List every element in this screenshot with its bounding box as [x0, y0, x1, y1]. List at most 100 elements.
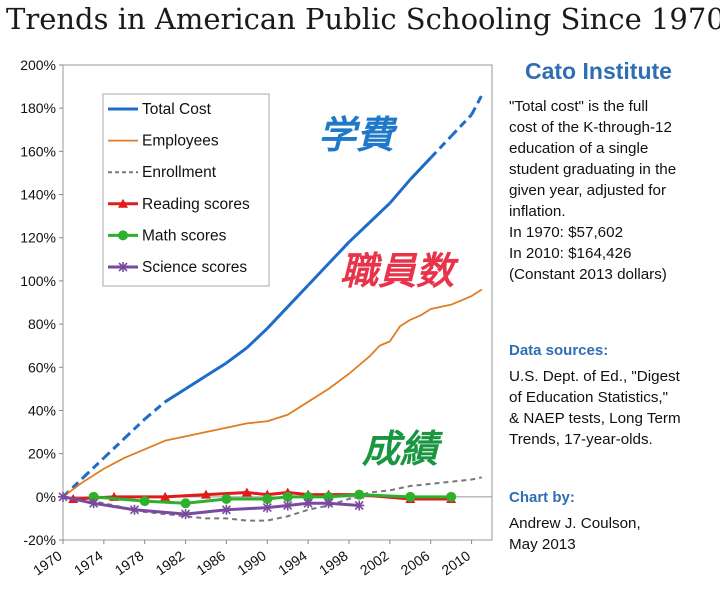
total-cost-series-segment — [450, 113, 473, 138]
science-scores-point — [303, 498, 314, 509]
science-scores-point — [282, 500, 293, 511]
cost-note-line: inflation. — [509, 203, 566, 220]
y-tick-label: 120% — [20, 230, 56, 246]
sources-line: of Education Statistics," — [509, 389, 669, 406]
y-tick-label: 100% — [20, 273, 56, 289]
legend-box — [102, 93, 270, 287]
science-scores-point — [262, 502, 273, 513]
cost-note-line: (Constant 2013 dollars) — [509, 266, 667, 283]
legend-label: Science scores — [142, 259, 247, 276]
cost-note-line: "Total cost" is the full — [509, 98, 649, 115]
x-tick-label: 1978 — [112, 547, 147, 578]
cost-note-line: In 2010: $164,426 — [509, 245, 632, 262]
math-scores-point — [262, 493, 273, 504]
page-title: Trends in American Public Schooling Sinc… — [6, 2, 720, 36]
annotation-cost: 学費 — [318, 113, 395, 157]
legend-label: Total Cost — [142, 101, 212, 118]
sources-line: U.S. Dept. of Ed., "Digest — [509, 368, 680, 385]
math-scores-point — [221, 493, 232, 504]
total-cost-series-segment — [164, 387, 187, 404]
x-tick-label: 1994 — [275, 547, 310, 578]
y-tick-label: 180% — [20, 100, 56, 116]
y-tick-label: 80% — [28, 316, 56, 332]
x-tick-label: 2002 — [357, 547, 392, 578]
reading-scores-point — [201, 489, 211, 499]
cost-note-line: given year, adjusted for — [509, 182, 667, 199]
science-scores-point — [180, 509, 191, 520]
total-cost-series-segment — [286, 284, 310, 308]
total-cost-series-segment — [245, 327, 269, 349]
math-scores-point — [282, 491, 293, 502]
x-tick-label: 1970 — [30, 547, 65, 578]
legend-label: Employees — [142, 133, 219, 150]
math-scores-point — [303, 491, 314, 502]
y-tick-label: 20% — [28, 446, 56, 462]
legend-marker — [118, 262, 128, 272]
byline-line: May 2013 — [509, 536, 576, 553]
total-cost-series-segment — [327, 241, 351, 265]
science-scores-point — [58, 491, 68, 502]
org-name: Cato Institute — [525, 58, 672, 84]
cost-note-line: In 1970: $57,602 — [509, 224, 624, 241]
annotation-employees: 職員数 — [340, 249, 455, 293]
total-cost-series-segment — [388, 178, 412, 205]
cost-note: "Total cost" is the full cost of the K-th… — [509, 96, 719, 285]
science-scores-point — [323, 498, 334, 509]
total-cost-series-segment — [205, 361, 228, 378]
byline-header: Chart by: — [509, 489, 575, 506]
math-scores-point — [139, 496, 150, 507]
sources-header: Data sources: — [509, 342, 609, 359]
math-scores-point — [88, 491, 99, 502]
annotation-scores: 成績 — [362, 427, 439, 471]
cost-note-line: education of a single — [509, 140, 649, 157]
y-tick-label: 60% — [28, 359, 56, 375]
sources-line: & NAEP tests, Long Term — [509, 410, 681, 427]
total-cost-series-segment — [82, 456, 105, 479]
science-scores-point — [354, 500, 365, 511]
total-cost-series-segment — [307, 262, 330, 287]
y-tick-label: -20% — [23, 532, 56, 548]
byline-line: Andrew J. Coulson, — [509, 515, 641, 532]
y-tick-label: 40% — [28, 402, 56, 418]
math-scores-point — [405, 491, 416, 502]
legend-label: Math scores — [142, 227, 227, 244]
legend-marker — [118, 230, 128, 241]
y-tick-label: 140% — [20, 187, 56, 203]
science-scores-series-line — [62, 495, 360, 516]
legend-label: Reading scores — [142, 196, 250, 213]
math-scores-point — [180, 498, 191, 509]
x-tick-label: 1982 — [153, 547, 188, 578]
total-cost-series-segment — [102, 437, 126, 460]
legend-marker — [118, 198, 128, 208]
byline-text: Andrew J. Coulson, May 2013 — [509, 513, 719, 555]
total-cost-series-segment — [225, 346, 248, 365]
total-cost-series-segment — [470, 94, 484, 116]
total-cost-series-segment — [143, 400, 167, 421]
legend-label: Enrollment — [142, 164, 217, 181]
x-tick-label: 2010 — [439, 547, 474, 578]
science-scores-point — [221, 504, 232, 515]
total-cost-series-segment — [368, 202, 391, 224]
reading-scores-point — [160, 491, 171, 501]
x-tick-label: 1986 — [193, 547, 228, 578]
x-tick-label: 1990 — [234, 547, 269, 578]
y-tick-label: 160% — [20, 143, 56, 159]
cost-note-line: cost of the K-through-12 — [509, 119, 672, 136]
math-scores-point — [323, 491, 334, 502]
y-tick-label: 0% — [36, 489, 56, 505]
science-scores-point — [88, 498, 99, 509]
cost-note-line: student graduating in the — [509, 161, 677, 178]
total-cost-series-segment — [123, 418, 146, 440]
science-scores-point — [129, 504, 140, 515]
total-cost-series-segment — [347, 221, 371, 244]
employees-series-line — [62, 288, 483, 498]
reading-scores-point — [241, 487, 252, 497]
total-cost-series-segment — [266, 305, 289, 330]
math-scores-point — [446, 491, 457, 502]
total-cost-series-segment — [409, 156, 432, 181]
sources-text: U.S. Dept. of Ed., "Digest of Education S… — [509, 366, 719, 450]
sources-line: Trends, 17-year-olds. — [509, 431, 653, 448]
x-tick-label: 1974 — [71, 547, 106, 578]
y-tick-label: 200% — [20, 57, 56, 73]
